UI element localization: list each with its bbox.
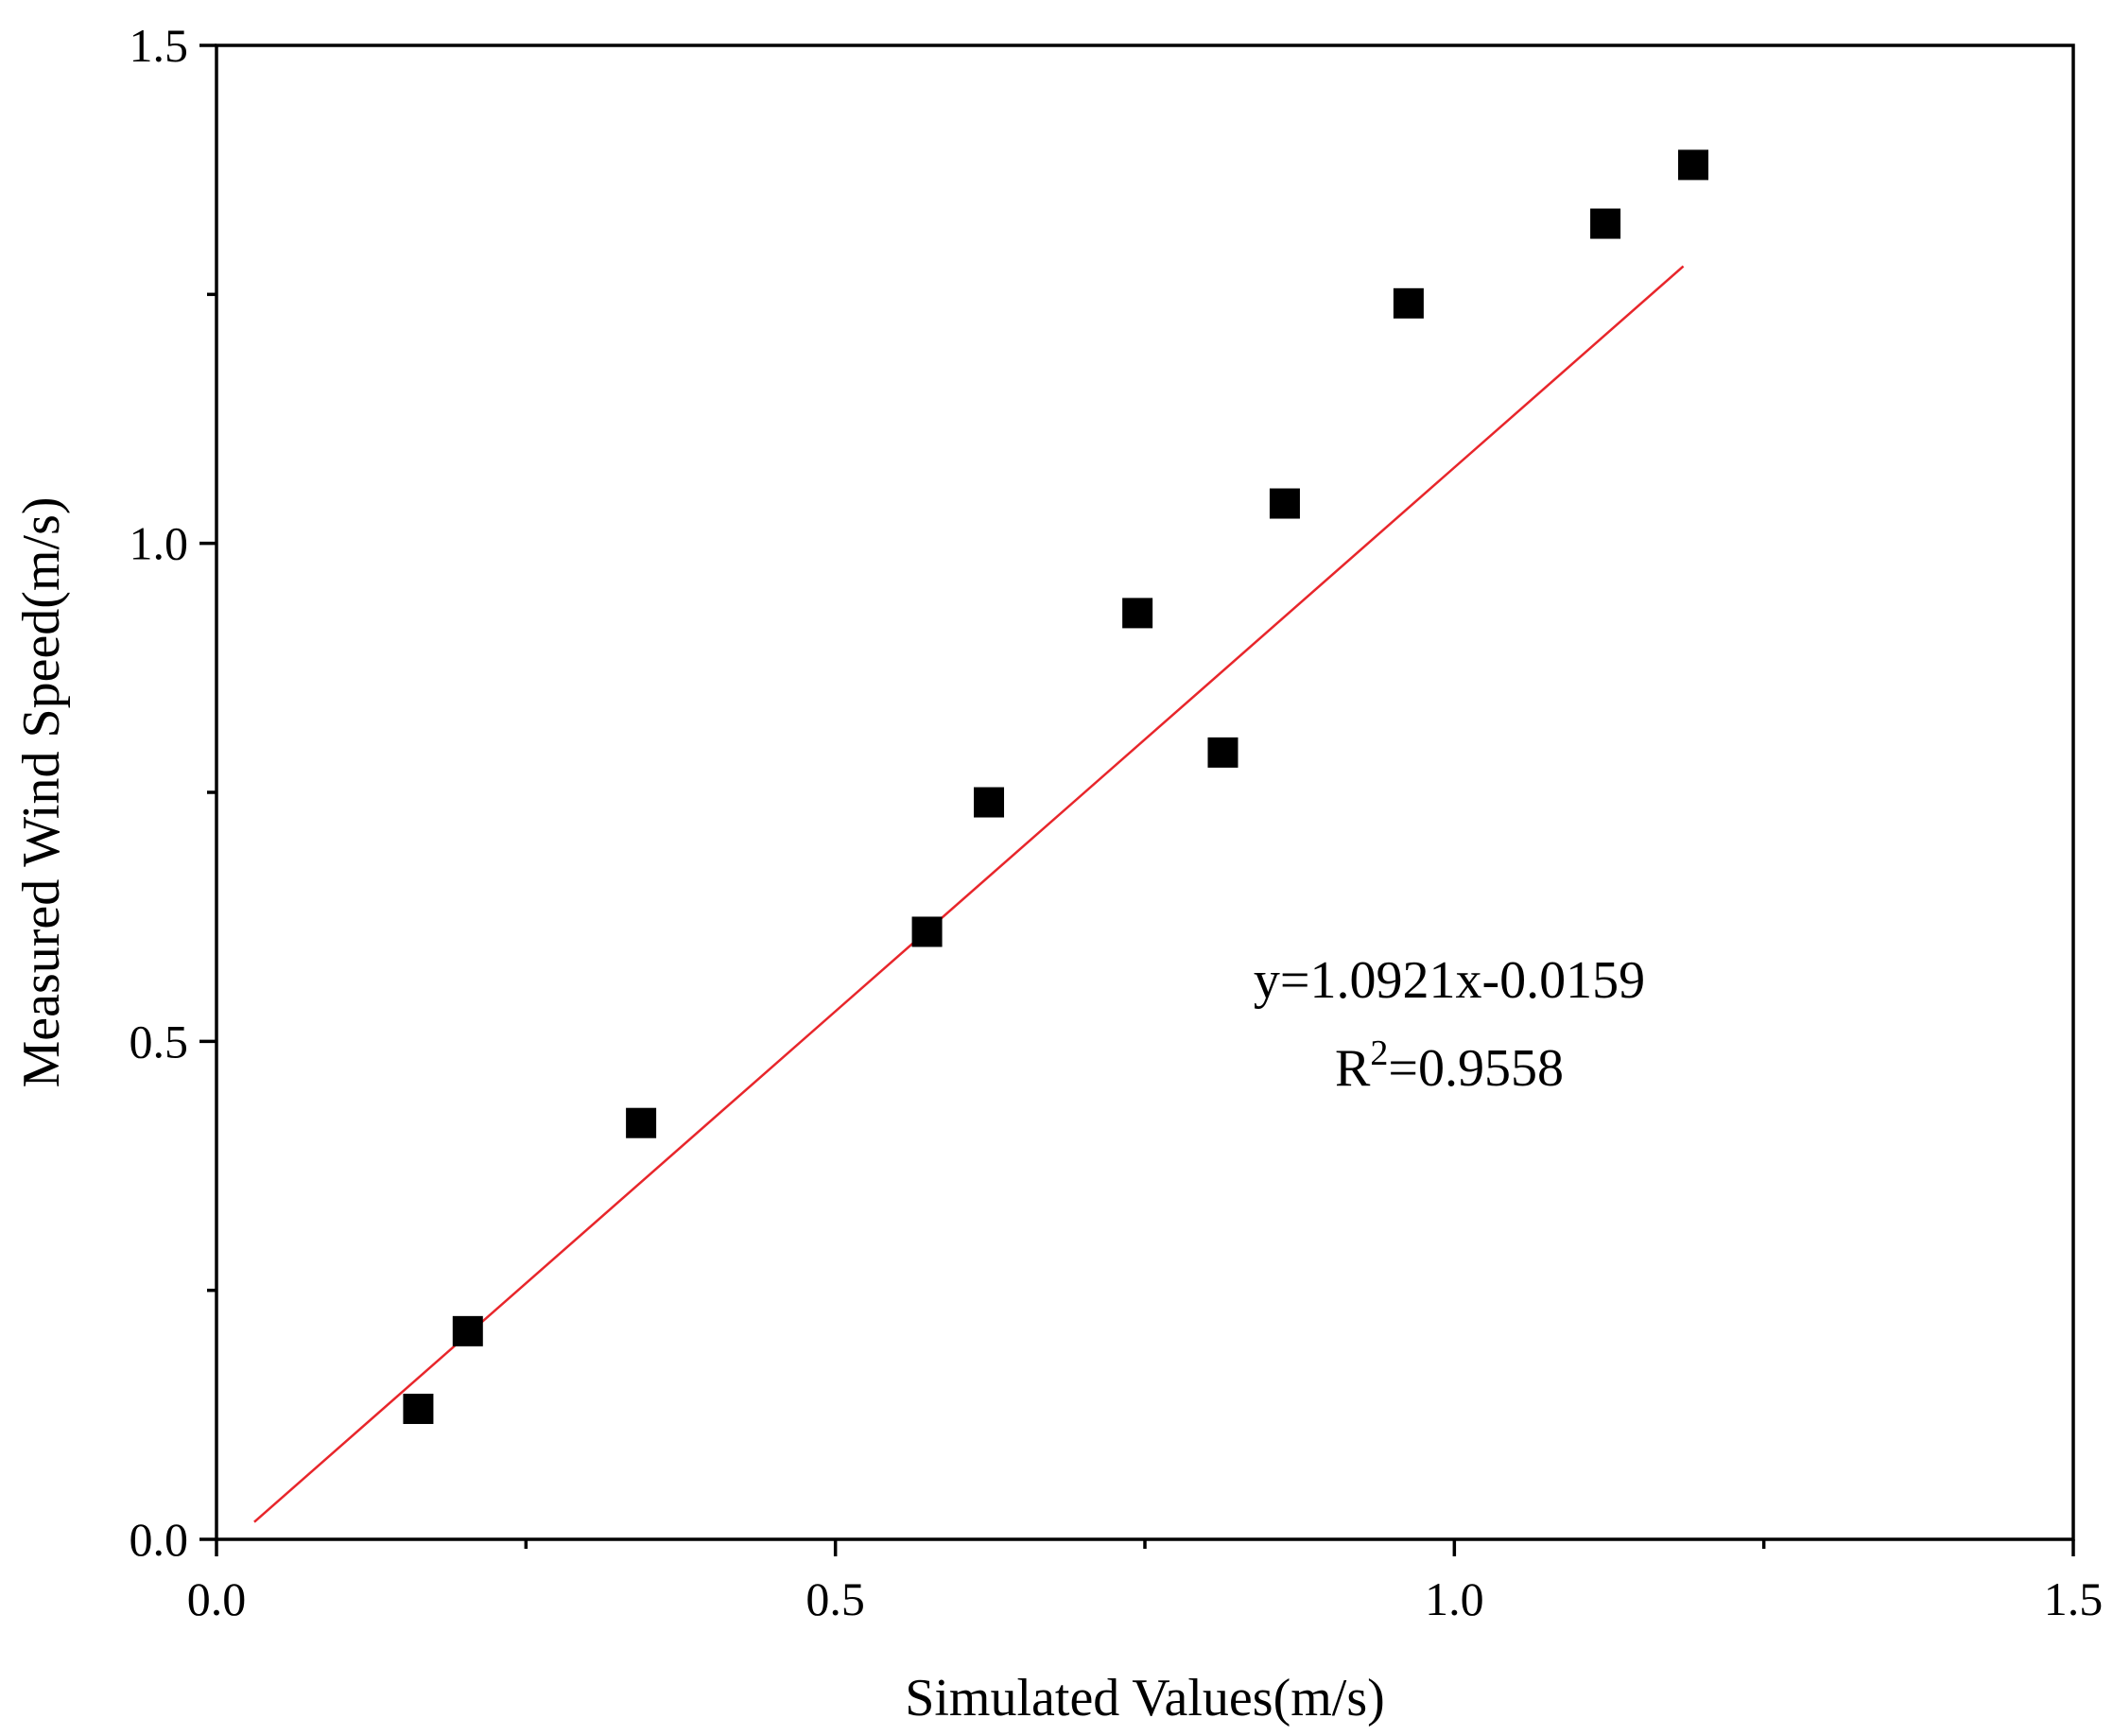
x-tick-label: 0.5: [805, 1572, 865, 1625]
y-tick-label: 0.5: [130, 1015, 189, 1068]
data-point: [452, 1315, 483, 1346]
data-point: [1393, 287, 1424, 319]
x-axis-title: Simulated Values(m/s): [905, 1669, 1385, 1727]
r-squared-r: R: [1335, 1039, 1371, 1098]
plot-frame: [215, 43, 2075, 1541]
x-tick-label: 1.5: [2044, 1572, 2104, 1625]
data-point: [626, 1107, 657, 1138]
y-axis-title: Measured Wind Speed(m/s): [12, 496, 71, 1087]
fit-line-group: [253, 265, 1685, 1523]
y-axis-ticks: 0.0 0.5 1.0 1.5: [130, 19, 216, 1566]
x-tick-label: 0.0: [187, 1572, 247, 1625]
y-tick-label: 1.5: [130, 19, 189, 72]
y-tick-label: 1.0: [130, 517, 189, 570]
linear-fit-line: [253, 265, 1685, 1523]
x-axis-ticks: 0.0 0.5 1.0 1.5: [187, 1539, 2104, 1625]
y-tick-label: 0.0: [130, 1513, 189, 1566]
data-point: [1590, 208, 1621, 239]
data-point: [1678, 149, 1709, 181]
data-point: [403, 1394, 434, 1425]
x-tick-label: 1.0: [1425, 1572, 1484, 1625]
data-point: [1207, 737, 1238, 768]
data-point: [911, 916, 943, 947]
data-point: [1269, 488, 1300, 519]
r-squared-superscript: 2: [1370, 1033, 1388, 1073]
data-point: [1122, 598, 1153, 629]
data-point: [974, 787, 1005, 818]
r-squared-value: =0.9558: [1388, 1039, 1564, 1098]
fit-equation-label: y=1.0921x-0.0159: [1254, 951, 1645, 1010]
r-squared-label: R2=0.9558: [1335, 1033, 1564, 1098]
data-points: [403, 149, 1709, 1425]
